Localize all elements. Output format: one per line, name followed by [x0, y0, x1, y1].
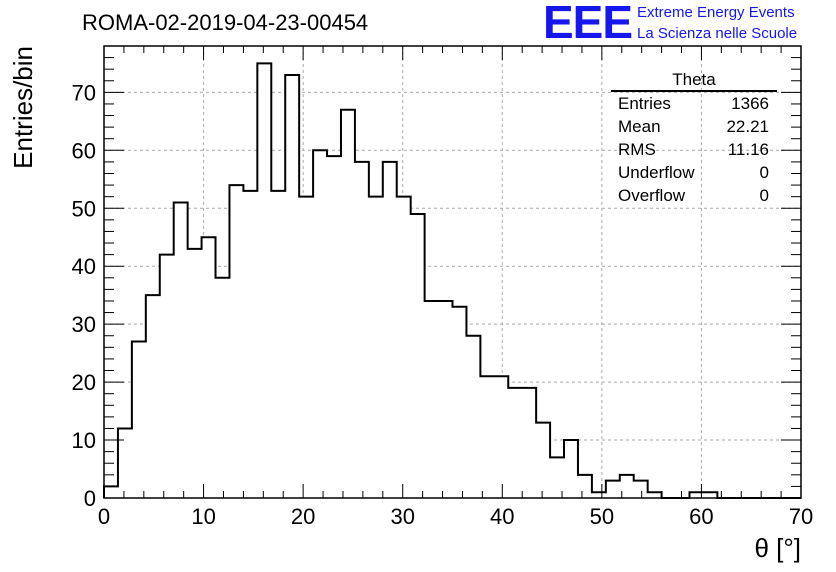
histogram-bin: [159, 254, 174, 498]
y-tick-label: 10: [72, 428, 96, 453]
x-tick-label: 30: [390, 504, 414, 529]
histogram-bin: [299, 196, 314, 498]
histogram-bin: [285, 74, 300, 498]
histogram-bin: [424, 300, 439, 498]
stats-value: 0: [759, 163, 769, 182]
stats-row-overflow: Overflow 0: [611, 184, 777, 207]
stats-box: Theta Entries 1366 Mean 22.21 RMS 11.16 …: [611, 70, 777, 207]
histogram-bin: [354, 161, 369, 498]
histogram-bin: [633, 480, 648, 498]
histogram-bin: [438, 300, 453, 498]
tick-labels: 0 10 20 30 40 50 60 70 0 10 20 30 40 50 60 70: [72, 80, 814, 529]
histogram-bin: [131, 341, 146, 498]
histogram-bin: [522, 387, 537, 498]
stats-row-entries: Entries 1366: [611, 92, 777, 115]
histogram-bin: [619, 474, 634, 498]
histogram-bin: [271, 190, 286, 498]
y-tick-label: 30: [72, 312, 96, 337]
histogram-bin: [480, 376, 495, 498]
stats-value: 1366: [731, 94, 769, 113]
histogram-bin: [368, 196, 383, 498]
x-tick-label: 60: [689, 504, 713, 529]
histogram-bin: [145, 295, 160, 498]
histogram-bin: [201, 237, 216, 498]
histogram-outline: [103, 62, 801, 499]
histogram-bin: [410, 214, 425, 499]
x-tick-label: 20: [291, 504, 315, 529]
histogram-bin: [536, 422, 551, 498]
x-tick-label: 70: [789, 504, 813, 529]
y-tick-label: 60: [72, 138, 96, 163]
x-tick-label: 40: [490, 504, 514, 529]
stats-title: Theta: [611, 70, 777, 92]
logo-line-2: La Scienza nelle Scuole: [637, 25, 798, 42]
histogram-bin: [647, 492, 662, 498]
plot-frame: [103, 45, 802, 499]
histogram-bin: [550, 457, 565, 498]
x-tick-label: 50: [590, 504, 614, 529]
y-tick-label: 40: [72, 254, 96, 279]
stats-label: Entries: [618, 94, 671, 113]
histogram-bin: [243, 190, 258, 498]
histogram-bin: [452, 306, 467, 498]
stats-label: Overflow: [618, 186, 686, 205]
histogram-bin: [327, 156, 341, 498]
stats-row-rms: RMS 11.16: [611, 138, 777, 161]
stats-label: Underflow: [618, 163, 695, 182]
stats-value: 22.21: [726, 117, 769, 136]
histogram-bin: [229, 185, 244, 499]
histogram-bin: [173, 202, 188, 498]
logo-line-1: Extreme Energy Events: [637, 4, 795, 21]
y-axis-label: Entries/bin: [8, 46, 38, 169]
x-tick-label: 0: [98, 504, 110, 529]
y-tick-label: 20: [72, 370, 96, 395]
run-title: ROMA-02-2019-04-23-00454: [82, 10, 369, 35]
histogram-bin: [104, 486, 118, 498]
x-axis-label: θ [°]: [754, 533, 801, 563]
histogram-bin: [382, 161, 397, 498]
eee-logo: EEE: [543, 0, 633, 48]
y-tick-label: 0: [84, 486, 96, 511]
y-tick-label: 70: [72, 80, 96, 105]
histogram-bin: [508, 387, 523, 498]
histogram-bin: [340, 109, 355, 498]
histogram-bin: [117, 428, 132, 498]
histogram-bin: [187, 248, 202, 498]
histogram-bin: [605, 480, 620, 498]
histogram-bin: [313, 150, 328, 499]
histogram-bin: [577, 474, 592, 498]
histogram-bin: [466, 335, 481, 498]
stats-label: Mean: [618, 117, 661, 136]
histogram-bin: [689, 492, 704, 498]
y-tick-label: 50: [72, 196, 96, 221]
stats-value: 0: [759, 186, 769, 205]
stats-value: 11.16: [727, 140, 769, 159]
stats-label: RMS: [618, 140, 656, 159]
histogram-bin: [591, 492, 606, 498]
histogram-bin: [494, 376, 509, 498]
histogram-bin: [257, 63, 272, 499]
histogram-bin: [564, 440, 578, 498]
histogram-bin: [703, 492, 718, 498]
histogram-bars: [103, 62, 801, 499]
stats-row-underflow: Underflow 0: [611, 161, 777, 184]
stats-row-mean: Mean 22.21: [611, 115, 777, 138]
x-tick-label: 10: [191, 504, 215, 529]
histogram-bin: [396, 196, 411, 498]
histogram-bin: [215, 277, 230, 498]
